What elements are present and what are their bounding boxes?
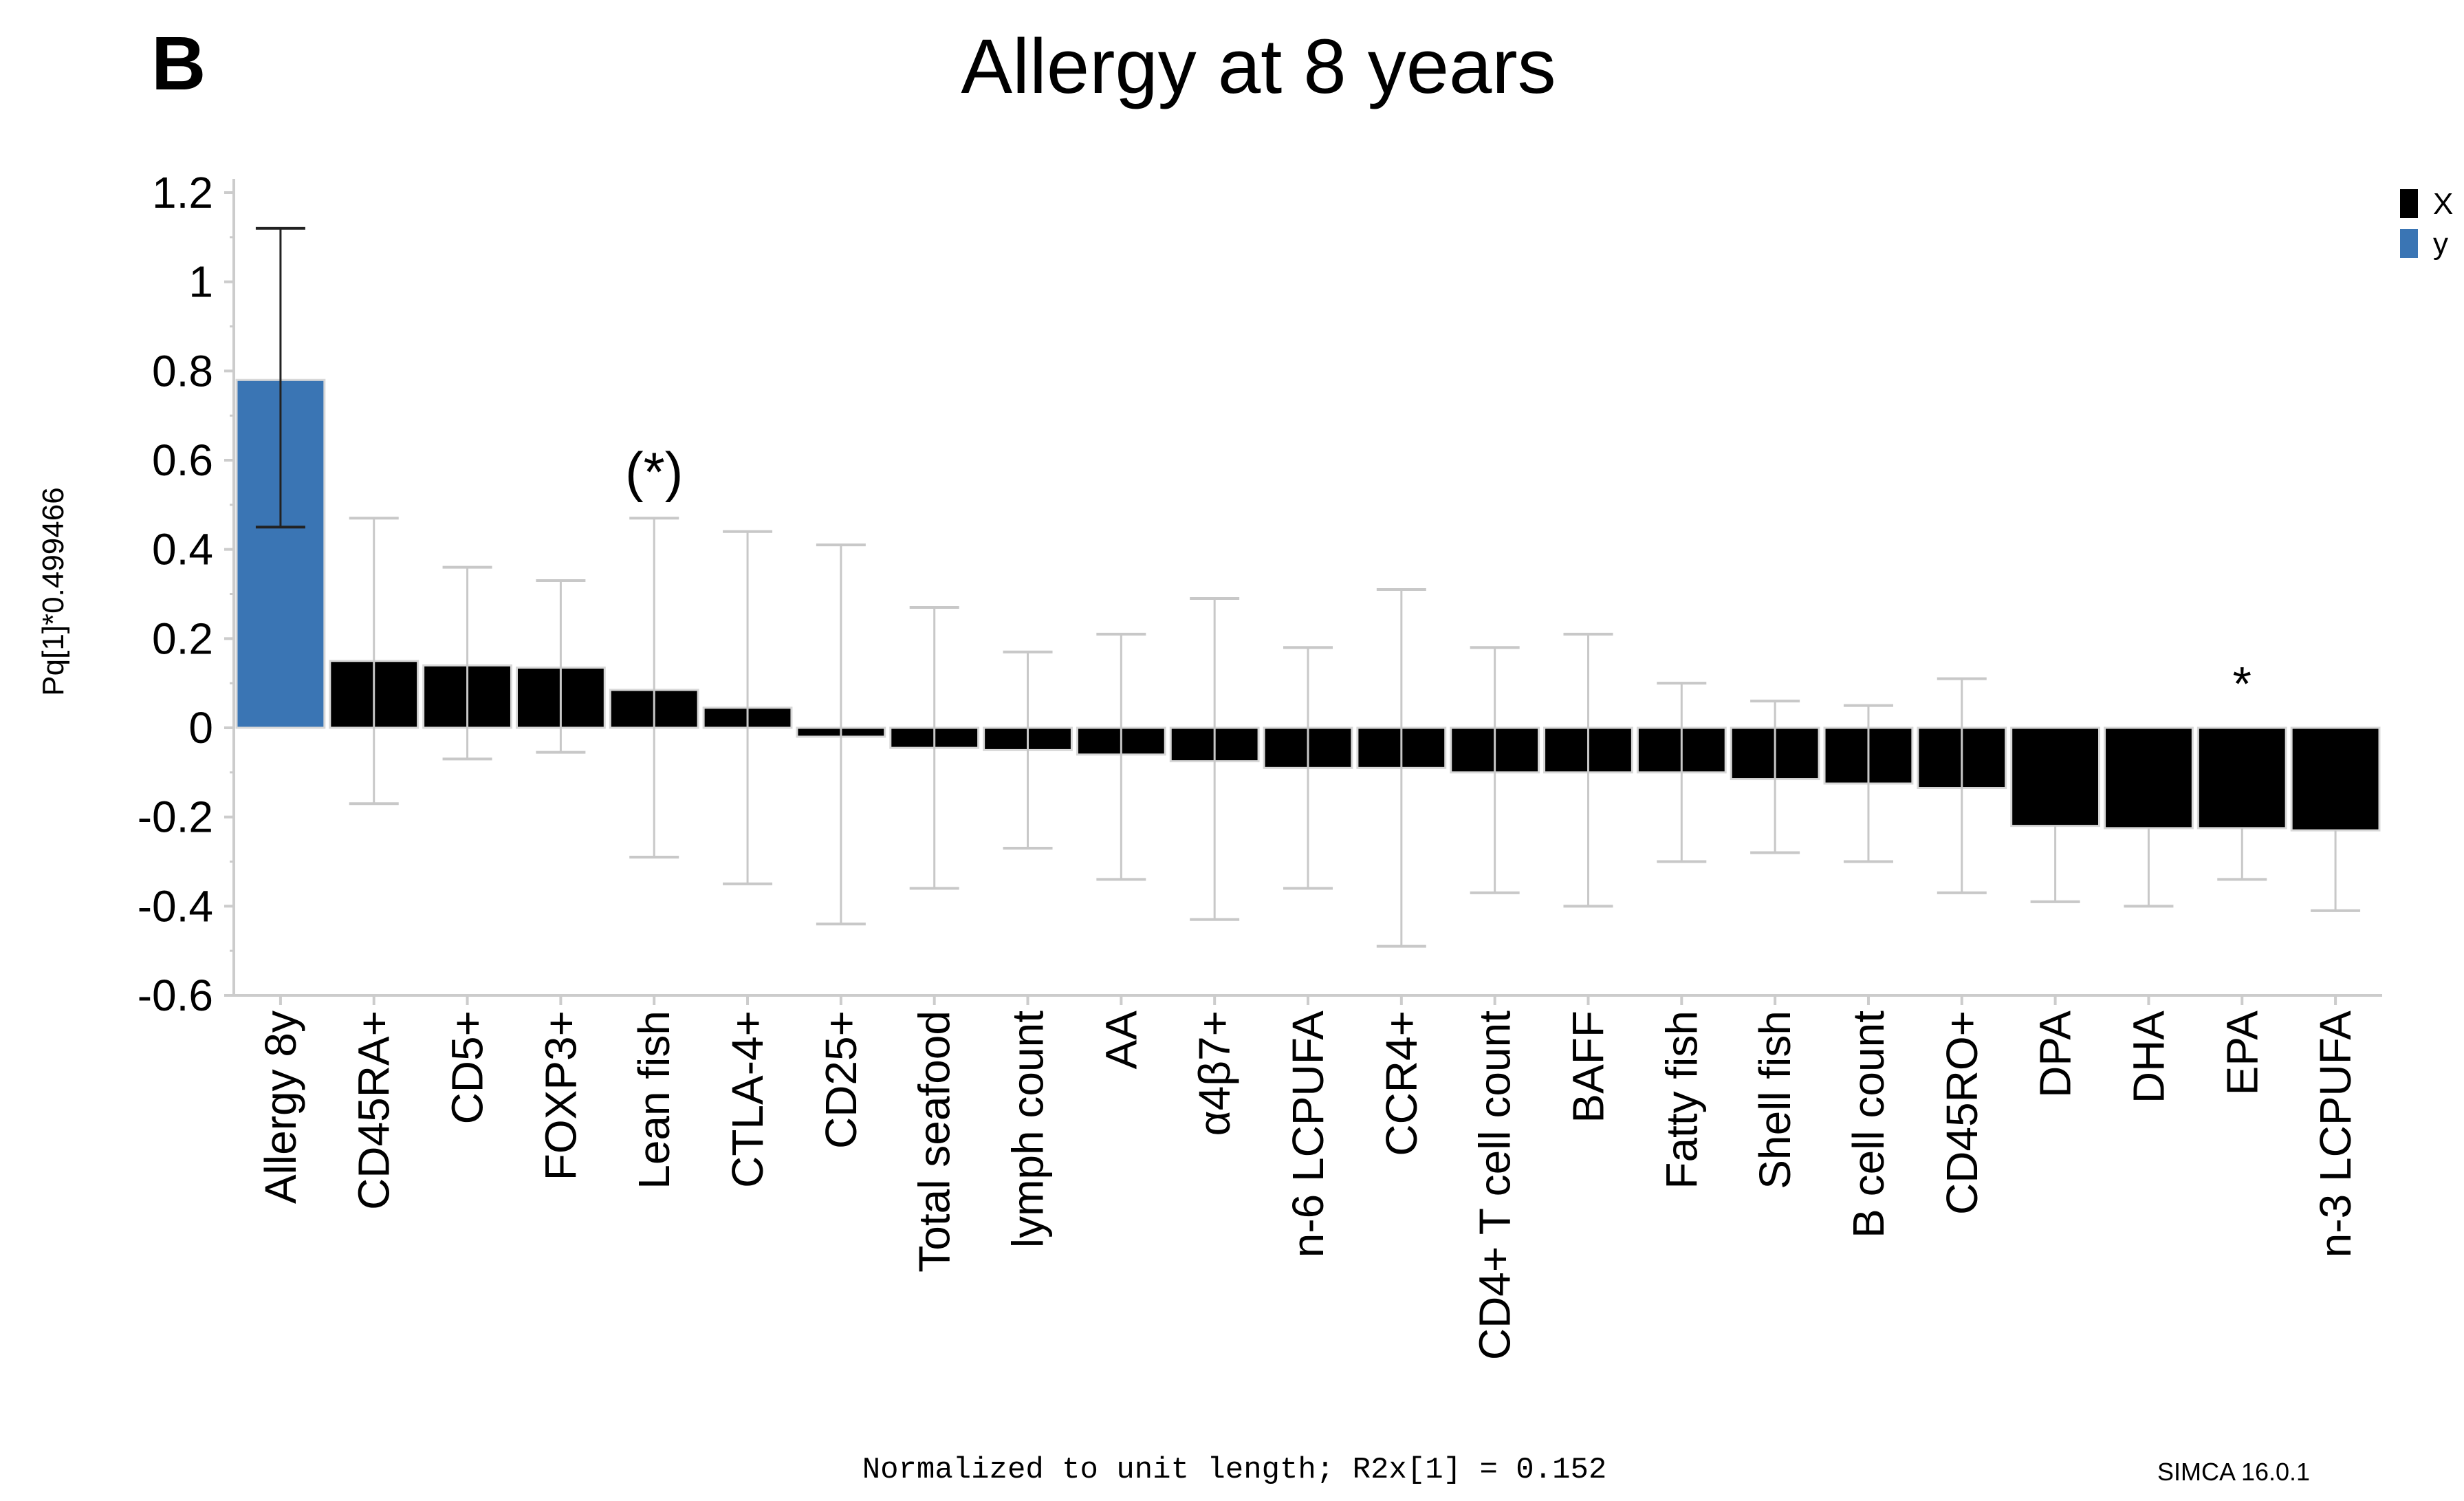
y-tick-label: -0.4 — [138, 881, 213, 931]
y-tick-label: 1 — [188, 257, 213, 307]
x-tick-label: CTLA-4+ — [723, 1011, 772, 1188]
x-tick-label: Total seafood — [910, 1011, 959, 1273]
x-tick-label: DPA — [2031, 1011, 2080, 1098]
legend-label: X — [2433, 187, 2453, 221]
bars: (*) * — [235, 226, 2381, 948]
x-tick-label: CD25+ — [816, 1011, 866, 1149]
y-tick-label: -0.6 — [138, 971, 213, 1020]
bar — [2104, 726, 2194, 830]
y-tick-label: 0.2 — [152, 614, 213, 663]
y-tick-label: 0.6 — [152, 435, 213, 485]
x-tick-label: AA — [1096, 1011, 1146, 1070]
x-tick-label: CD4+ T cell count — [1470, 1011, 1520, 1360]
x-tick-label: DHA — [2124, 1011, 2173, 1103]
x-tick-label: Shell fish — [1750, 1011, 1800, 1189]
x-tick-label: EPA — [2217, 1011, 2267, 1096]
x-tick-label: CCR4+ — [1377, 1011, 1426, 1156]
x-tick-label: CD45RO+ — [1937, 1011, 1987, 1215]
y-tick-label: 0 — [188, 703, 213, 753]
legend-label: y — [2433, 227, 2448, 261]
axes: 1.2 1 0.8 0.6 0.4 0.2 0 -0.2 -0.4 -0.6 — [138, 168, 2382, 1020]
significance-annotation: (*) — [625, 441, 683, 502]
x-tick-labels: Allergy 8y CD45RA+ CD5+ FOXP3+ Lean fish CTLA… — [256, 1011, 2360, 1360]
panel-label: B — [151, 21, 206, 106]
x-tick-label: α4β7+ — [1190, 1011, 1239, 1136]
software-label: SIMCA 16.0.1 — [2157, 1458, 2310, 1486]
x-tick-label: Fatty fish — [1657, 1011, 1706, 1189]
bar — [2196, 726, 2287, 830]
y-tick-label: 0.8 — [152, 346, 213, 396]
legend-swatch — [2400, 229, 2418, 258]
x-tick-label: CD45RA+ — [349, 1011, 399, 1210]
x-tick-label: Lean fish — [629, 1011, 679, 1189]
bar — [2290, 726, 2381, 832]
x-tick-label: lymph count — [1003, 1011, 1053, 1248]
x-tick-label: BAFF — [1563, 1011, 1613, 1123]
y-tick-label: 0.4 — [152, 525, 213, 574]
bar — [2010, 726, 2101, 828]
x-tick-label: Allergy 8y — [256, 1011, 305, 1204]
footer-note: Normalized to unit length; R2x[1] = 0.15… — [862, 1453, 1607, 1487]
x-tick-label: n-6 LCPUFA — [1283, 1011, 1333, 1258]
x-tick-label: CD5+ — [443, 1011, 492, 1124]
x-tick-label: FOXP3+ — [536, 1011, 585, 1180]
chart-title: Allergy at 8 years — [961, 23, 1556, 109]
significance-annotation: * — [2233, 657, 2252, 711]
y-tick-label: 1.2 — [152, 168, 213, 217]
y-tick-label: -0.2 — [138, 792, 213, 842]
legend: Xy — [2400, 187, 2453, 261]
y-axis-label: Pq[1]*0.499466 — [36, 487, 70, 695]
x-tick-label: B cell count — [1844, 1011, 1893, 1238]
legend-swatch — [2400, 189, 2418, 218]
x-tick-label: n-3 LCPUFA — [2311, 1011, 2360, 1258]
